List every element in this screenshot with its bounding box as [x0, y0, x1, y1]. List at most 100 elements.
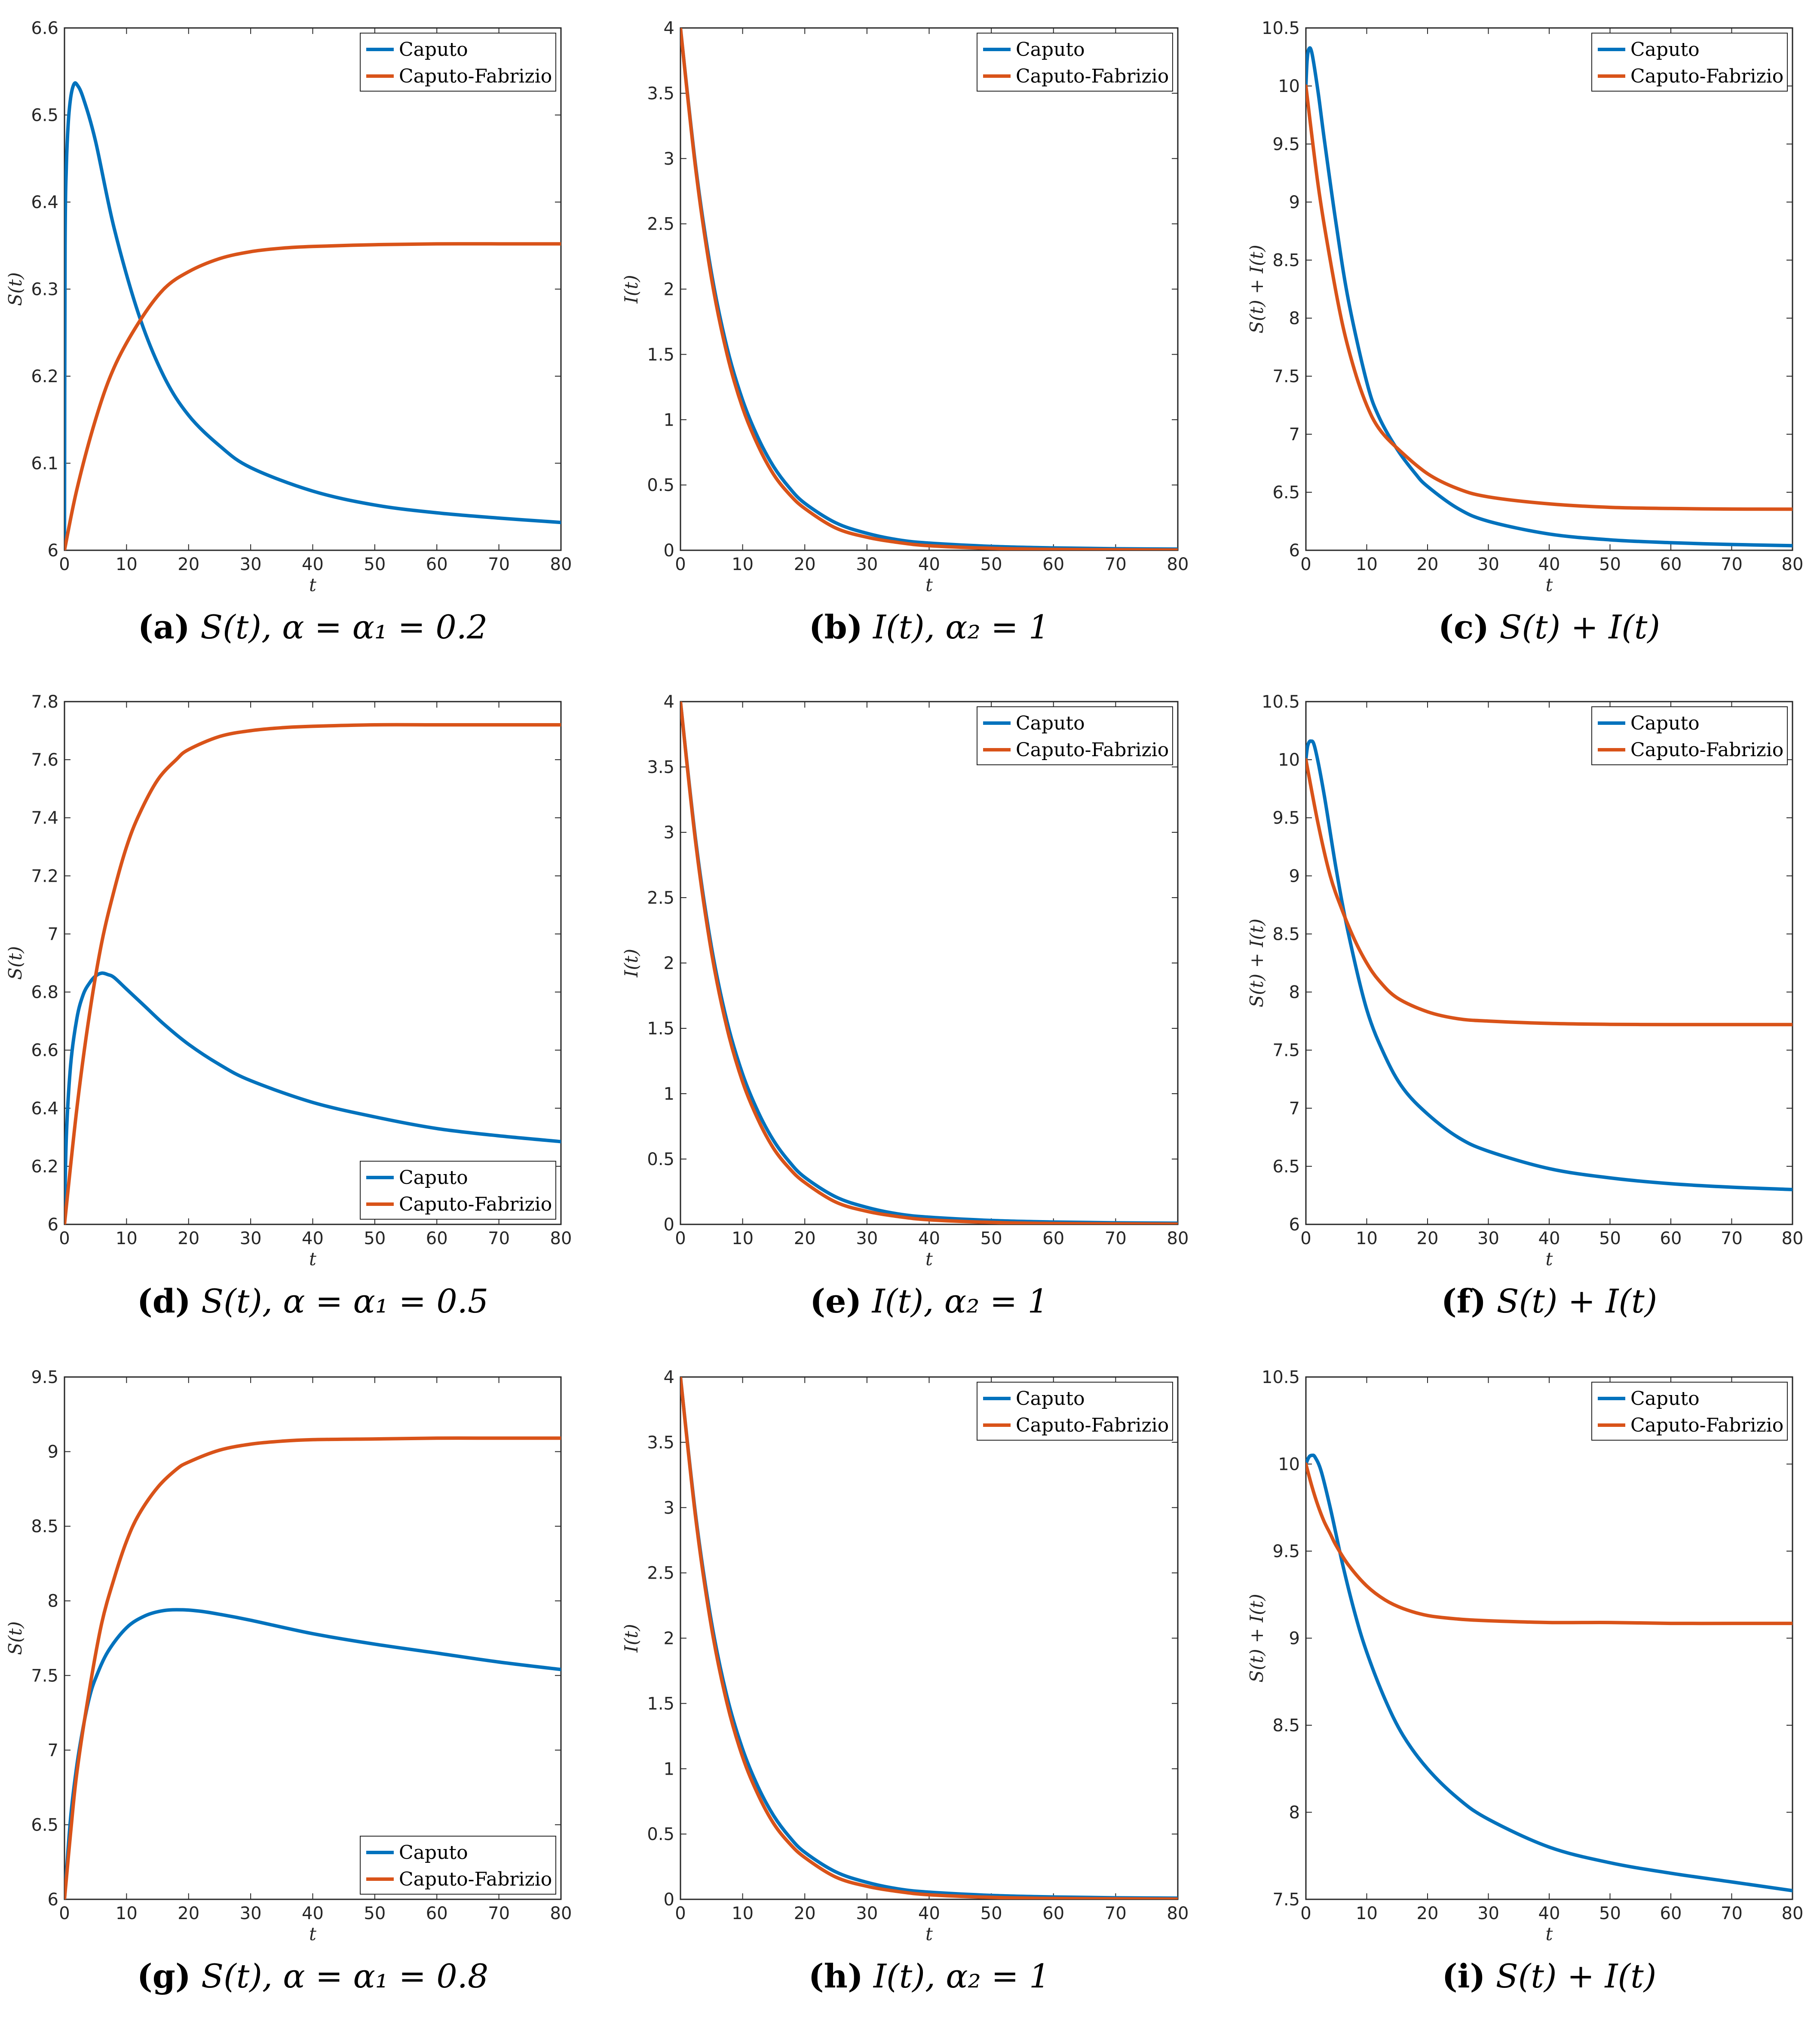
- x-tick-label: 40: [918, 555, 940, 574]
- y-tick-label: 0.5: [647, 1825, 674, 1844]
- y-tick-label: 7.2: [31, 866, 58, 886]
- y-tick-label: 8: [1289, 309, 1300, 328]
- x-axis-label: t: [925, 1248, 933, 1270]
- x-tick-label: 50: [980, 555, 1002, 574]
- y-tick-label: 6.5: [1272, 1157, 1300, 1177]
- caption-space: [863, 608, 873, 646]
- x-tick-label: 20: [794, 1904, 816, 1923]
- x-tick-label: 60: [426, 1229, 448, 1248]
- caption-label: (g): [137, 1957, 191, 1995]
- y-tick-label: 7.5: [1272, 367, 1300, 386]
- x-axis-label: t: [1546, 574, 1553, 595]
- y-tick-label: 7: [1289, 425, 1300, 445]
- x-tick-label: 0: [1300, 1904, 1311, 1923]
- y-tick-label: 4: [664, 18, 674, 38]
- legend-label: Caputo-Fabrizio: [1016, 65, 1169, 87]
- caption-space: [1489, 608, 1499, 646]
- y-axis-label: I(t): [621, 275, 642, 304]
- y-tick-label: 6.1: [31, 454, 58, 474]
- legend-label: Caputo-Fabrizio: [1016, 1414, 1169, 1436]
- y-tick-label: 1: [664, 410, 674, 430]
- x-tick-label: 30: [856, 1904, 878, 1923]
- caption-space: [863, 1957, 873, 1995]
- x-tick-label: 60: [1660, 1229, 1682, 1248]
- x-tick-label: 30: [856, 1229, 878, 1248]
- caption-label: (a): [138, 608, 190, 646]
- caption-text: S(t) + I(t): [1499, 608, 1660, 646]
- x-axis-label: t: [309, 574, 316, 595]
- x-tick-label: 60: [1660, 1904, 1682, 1923]
- y-tick-label: 1: [664, 1084, 674, 1104]
- legend-label: Caputo-Fabrizio: [1630, 65, 1783, 87]
- x-tick-label: 40: [1538, 555, 1560, 574]
- axes-box: [680, 27, 1179, 551]
- x-tick-label: 30: [240, 1904, 262, 1923]
- y-axis-label: I(t): [621, 1624, 642, 1653]
- legend-box: [360, 1161, 556, 1220]
- caption-label: (f): [1441, 1282, 1486, 1320]
- y-tick-label: 7: [48, 1741, 58, 1760]
- axes-box: [680, 701, 1179, 1225]
- legend-label: Caputo: [1016, 1388, 1085, 1410]
- caption-label: (h): [809, 1957, 863, 1995]
- legend-label: Caputo-Fabrizio: [1630, 739, 1783, 761]
- legend-box: [1591, 706, 1788, 765]
- y-tick-label: 9: [1289, 866, 1300, 886]
- y-axis-label: S(t): [5, 1621, 26, 1655]
- x-tick-label: 80: [1782, 555, 1804, 574]
- panel-e: 0 10 20 30 40 50 60 70 80 0 0.5 1 1.5 2 2.5 3 3.5 4 t I(t) C…: [621, 692, 1189, 1320]
- legend-label: Caputo: [1630, 712, 1700, 734]
- x-tick-label: 20: [794, 555, 816, 574]
- y-tick-label: 6.5: [31, 1815, 58, 1835]
- y-tick-label: 6.6: [31, 18, 58, 38]
- legend-label: Caputo: [1630, 1388, 1700, 1410]
- series-line-caputo-fabrizio: [680, 28, 1178, 550]
- y-tick-label: 6.4: [31, 193, 58, 212]
- x-tick-label: 40: [1538, 1229, 1560, 1248]
- x-tick-label: 30: [856, 555, 878, 574]
- x-tick-label: 20: [1417, 1229, 1439, 1248]
- x-tick-label: 0: [59, 1229, 70, 1248]
- caption-text: I(t), α₂ = 1: [871, 1282, 1048, 1320]
- x-tick-label: 70: [488, 555, 510, 574]
- y-tick-label: 6.6: [31, 1041, 58, 1061]
- y-tick-label: 9.5: [31, 1368, 58, 1387]
- x-tick-label: 70: [488, 1229, 510, 1248]
- caption-label: (e): [810, 1282, 861, 1320]
- axes-box: [1305, 701, 1793, 1225]
- legend-box: [1591, 33, 1788, 92]
- series-line-caputo: [64, 81, 561, 550]
- series-line-caputo-fabrizio: [680, 702, 1178, 1224]
- series-line-caputo-fabrizio: [1306, 758, 1792, 1027]
- x-tick-label: 60: [1042, 1229, 1064, 1248]
- y-tick-label: 6.5: [1272, 483, 1300, 503]
- y-tick-label: 10.5: [1262, 1368, 1300, 1387]
- x-axis-label: t: [925, 574, 933, 595]
- x-tick-label: 20: [1417, 1904, 1439, 1923]
- x-tick-label: 30: [1477, 555, 1499, 574]
- y-tick-label: 6: [1289, 1215, 1300, 1235]
- y-tick-label: 7.8: [31, 692, 58, 712]
- panel-caption: (a) S(t), α = α₁ = 0.2: [138, 608, 488, 646]
- y-tick-label: 3.5: [647, 1433, 674, 1453]
- y-tick-label: 9: [1289, 193, 1300, 212]
- x-tick-label: 80: [550, 1904, 572, 1923]
- x-tick-label: 60: [426, 555, 448, 574]
- legend-label: Caputo: [399, 1167, 468, 1189]
- y-tick-label: 8.5: [31, 1517, 58, 1536]
- x-tick-label: 40: [1538, 1904, 1560, 1923]
- y-tick-label: 7.4: [31, 808, 58, 828]
- legend-label: Caputo: [399, 1842, 468, 1864]
- caption-space: [861, 1282, 872, 1320]
- legend-box: [360, 33, 556, 92]
- legend: Caputo Caputo-Fabrizio: [977, 33, 1173, 92]
- x-tick-label: 50: [980, 1904, 1002, 1923]
- y-tick-label: 3.5: [647, 84, 674, 104]
- panel-caption: (c) S(t) + I(t): [1438, 608, 1660, 646]
- x-tick-label: 10: [1356, 555, 1378, 574]
- x-axis-label: t: [1546, 1923, 1553, 1944]
- y-axis-label: S(t): [5, 272, 26, 306]
- legend: Caputo Caputo-Fabrizio: [1591, 706, 1788, 765]
- y-tick-label: 3: [664, 149, 674, 169]
- y-tick-label: 6.3: [31, 280, 58, 300]
